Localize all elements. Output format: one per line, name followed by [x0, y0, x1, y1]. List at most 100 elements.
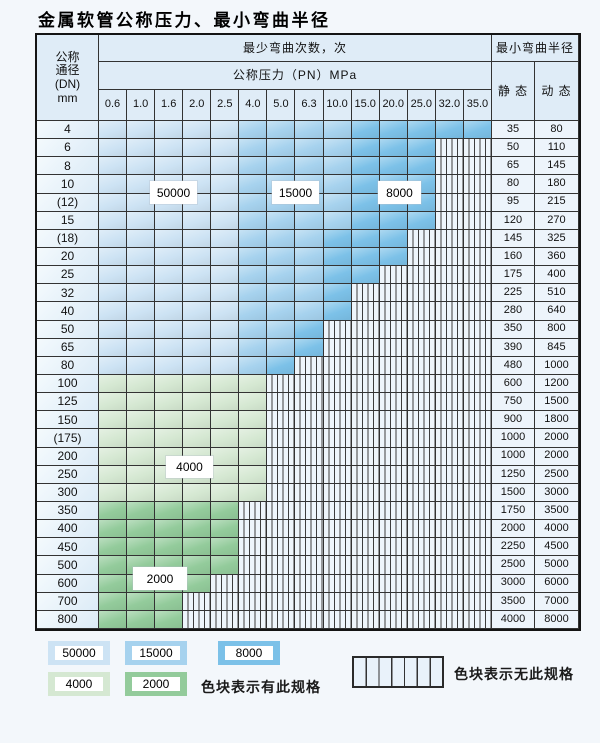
spec-cell: [127, 483, 156, 502]
no-spec-cell: [407, 574, 436, 593]
dynamic-value-cell: 400: [534, 266, 579, 285]
dn-cell: 80: [37, 356, 99, 375]
static-value-cell: 480: [491, 356, 535, 375]
no-spec-cell: [407, 556, 436, 575]
no-spec-cell: [351, 320, 380, 339]
spec-cell: [99, 193, 128, 212]
spec-cell: [99, 266, 128, 285]
pressure-header-cell: 6.3: [295, 90, 324, 121]
spec-cell: [323, 121, 352, 140]
corner-line-3: (DN): [54, 77, 81, 91]
spec-cell: [239, 266, 268, 285]
spec-cell: [183, 374, 212, 394]
no-spec-cell: [407, 538, 436, 557]
no-spec-cell: [435, 193, 464, 212]
spec-cell: [183, 266, 212, 285]
spec-cell: [99, 284, 128, 303]
spec-cell: [323, 247, 352, 267]
no-spec-cell: [435, 356, 464, 375]
spec-cell: [239, 465, 268, 484]
no-spec-cell: [435, 520, 464, 539]
spec-cell: [295, 139, 324, 158]
no-spec-cell: [267, 501, 296, 521]
dn-cell: 150: [37, 411, 99, 430]
no-spec-cell: [463, 538, 492, 557]
no-spec-cell: [407, 411, 436, 430]
no-spec-cell: [351, 592, 380, 611]
no-spec-cell: [351, 411, 380, 430]
spec-cell: [99, 411, 128, 430]
spec-cell: [127, 610, 156, 629]
no-spec-cell: [351, 302, 380, 321]
dynamic-value-cell: 6000: [534, 574, 579, 593]
no-spec-cell: [211, 592, 240, 611]
spec-cell: [183, 211, 212, 230]
no-spec-cell: [407, 284, 436, 303]
no-spec-cell: [295, 483, 324, 502]
dynamic-value-cell: 7000: [534, 592, 579, 611]
dn-cell: 600: [37, 574, 99, 593]
spec-cell: [211, 483, 240, 502]
no-spec-cell: [407, 320, 436, 339]
spec-cell: [407, 211, 436, 230]
spec-cell: [127, 447, 156, 466]
no-spec-cell: [351, 429, 380, 448]
spec-cell: [239, 284, 268, 303]
no-spec-cell: [239, 501, 268, 521]
dynamic-value-cell: 80: [534, 121, 579, 140]
dynamic-value-cell: 2500: [534, 465, 579, 484]
no-spec-cell: [463, 139, 492, 158]
spec-cell: [155, 429, 184, 448]
spec-cell: [99, 139, 128, 158]
spec-cell: [99, 538, 128, 557]
spec-cell: [379, 121, 408, 140]
spec-cell: [323, 211, 352, 230]
spec-cell: [211, 139, 240, 158]
static-value-cell: 175: [491, 266, 535, 285]
spec-cell: [127, 302, 156, 321]
static-value-cell: 1000: [491, 429, 535, 448]
pressure-header-cell: 15.0: [351, 90, 380, 121]
spec-cell: [351, 247, 380, 267]
corner-line-2: 通径: [55, 63, 80, 78]
static-value-cell: 2250: [491, 538, 535, 557]
spec-cell: [239, 447, 268, 466]
spec-cell: [211, 520, 240, 539]
spec-cell: [211, 302, 240, 321]
spec-cell: [155, 320, 184, 339]
no-spec-cell: [267, 574, 296, 593]
no-spec-cell: [463, 247, 492, 267]
dn-cell: 450: [37, 538, 99, 557]
no-spec-cell: [379, 538, 408, 557]
no-spec-cell: [211, 574, 240, 593]
no-spec-cell: [267, 592, 296, 611]
no-spec-cell: [295, 556, 324, 575]
no-spec-cell: [463, 592, 492, 611]
no-spec-cell: [463, 266, 492, 285]
spec-cell: [379, 139, 408, 158]
no-spec-cell: [435, 447, 464, 466]
spec-cell: [99, 247, 128, 267]
no-spec-cell: [351, 483, 380, 502]
legend-no-spec-swatch: [352, 656, 444, 688]
spec-cell: [99, 121, 128, 140]
spec-cell: [99, 592, 128, 611]
no-spec-cell: [407, 592, 436, 611]
spec-cell: [127, 411, 156, 430]
pressure-bend-table: 公称 通径 (DN) mm 最少弯曲次数，次 最小弯曲半径 公称压力（PN）MP…: [35, 33, 581, 631]
spec-cell: [239, 302, 268, 321]
spec-cell: [183, 157, 212, 176]
spec-cell: [127, 139, 156, 158]
dynamic-value-cell: 3000: [534, 483, 579, 502]
legend-label-8000: 8000: [225, 646, 273, 660]
spec-cell: [295, 121, 324, 140]
dn-cell: (12): [37, 193, 99, 212]
cycle-label-4000: 4000: [166, 456, 213, 478]
spec-cell: [155, 211, 184, 230]
spec-cell: [295, 284, 324, 303]
no-spec-cell: [379, 592, 408, 611]
static-value-cell: 95: [491, 193, 535, 212]
no-spec-cell: [379, 429, 408, 448]
dynamic-column-header: 动 态: [534, 62, 579, 121]
dynamic-value-cell: 1200: [534, 374, 579, 394]
